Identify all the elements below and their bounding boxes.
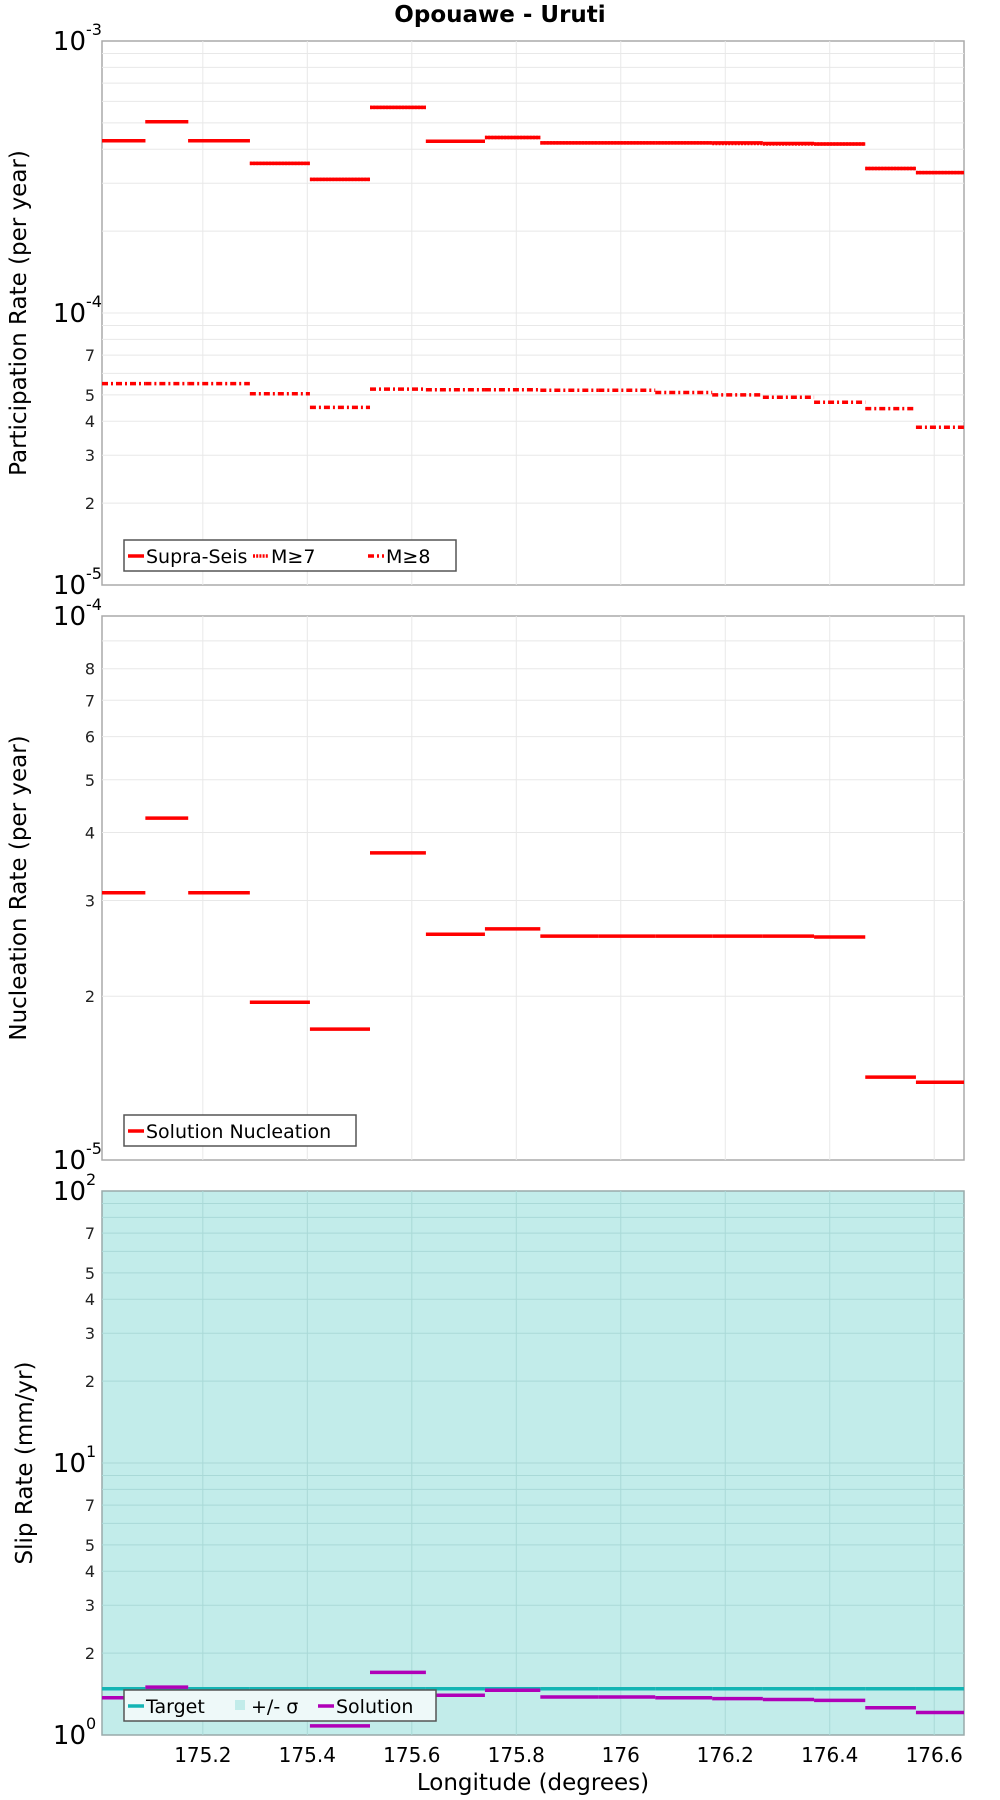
legend-label: Supra-Seis bbox=[146, 546, 247, 568]
y-tick-minor: 4 bbox=[85, 1290, 95, 1309]
y-tick-major: 10 bbox=[53, 1146, 86, 1176]
y-tick-exponent: 0 bbox=[86, 1714, 96, 1733]
y-axis-label: Participation Rate (per year) bbox=[6, 150, 32, 476]
y-tick-exponent: -4 bbox=[86, 292, 102, 311]
y-tick-minor: 2 bbox=[85, 1644, 95, 1663]
x-tick-label: 175.4 bbox=[279, 1743, 336, 1767]
x-tick-label: 176 bbox=[602, 1743, 640, 1767]
grid-lines bbox=[102, 1191, 964, 1735]
series-lines bbox=[102, 1670, 964, 1728]
legend: Supra-Seis M≥7 M≥8 bbox=[123, 539, 457, 572]
y-axis-label: Slip Rate (mm/yr) bbox=[12, 1362, 38, 1565]
legend-label: Solution Nucleation bbox=[146, 1121, 331, 1143]
legend-label: +/- σ bbox=[251, 1696, 298, 1718]
y-tick-major: 10 bbox=[53, 1177, 86, 1207]
y-tick-exponent: -4 bbox=[86, 595, 102, 614]
series-lines bbox=[102, 105, 964, 430]
y-tick-minor: 2 bbox=[85, 494, 95, 513]
y-tick-exponent: -5 bbox=[86, 564, 102, 583]
y-tick-major: 10 bbox=[53, 602, 86, 632]
legend-label: Solution bbox=[336, 1696, 413, 1718]
legend-box bbox=[123, 539, 457, 572]
y-tick-exponent: 2 bbox=[86, 1170, 96, 1189]
legend-label: Target bbox=[145, 1696, 205, 1718]
legend-swatch bbox=[235, 1700, 245, 1710]
y-tick-minor: 2 bbox=[85, 987, 95, 1006]
y-tick-minor: 5 bbox=[85, 1264, 95, 1283]
grid-lines bbox=[102, 616, 964, 1160]
chart-title: Opouawe - Uruti bbox=[394, 2, 605, 28]
y-tick-minor: 8 bbox=[85, 660, 95, 679]
x-tick-label: 176.2 bbox=[697, 1743, 754, 1767]
y-tick-minor: 3 bbox=[85, 1324, 95, 1343]
y-tick-minor: 3 bbox=[85, 1596, 95, 1615]
y-axis-label: Nucleation Rate (per year) bbox=[6, 735, 32, 1040]
y-tick-major: 10 bbox=[53, 299, 86, 329]
y-tick-exponent: -5 bbox=[86, 1139, 102, 1158]
y-tick-major: 10 bbox=[53, 571, 86, 601]
y-tick-minor: 3 bbox=[85, 891, 95, 910]
y-tick-minor: 7 bbox=[85, 1496, 95, 1515]
x-tick-label: 175.8 bbox=[488, 1743, 545, 1767]
legend-label: M≥8 bbox=[386, 546, 430, 568]
y-tick-major: 10 bbox=[53, 27, 86, 57]
y-tick-minor: 4 bbox=[85, 412, 95, 431]
y-tick-minor: 2 bbox=[85, 1372, 95, 1391]
y-tick-minor: 5 bbox=[85, 1536, 95, 1555]
x-tick-label: 175.2 bbox=[174, 1743, 231, 1767]
legend-box bbox=[123, 1114, 357, 1147]
x-tick-label: 176.6 bbox=[906, 1743, 963, 1767]
y-tick-minor: 5 bbox=[85, 771, 95, 790]
x-axis-label: Longitude (degrees) bbox=[417, 1770, 649, 1796]
y-tick-minor: 6 bbox=[85, 728, 95, 747]
x-tick-label: 175.6 bbox=[383, 1743, 440, 1767]
y-tick-minor: 4 bbox=[85, 1562, 95, 1581]
y-tick-minor: 3 bbox=[85, 446, 95, 465]
legend-box bbox=[123, 1689, 437, 1722]
y-tick-minor: 5 bbox=[85, 386, 95, 405]
y-tick-major: 10 bbox=[53, 1721, 86, 1751]
legend-label: M≥7 bbox=[271, 546, 315, 568]
y-tick-minor: 7 bbox=[85, 1224, 95, 1243]
x-axis-ticks: 175.2 175.4 175.6 175.8 176 176.2 176.4 176.6 bbox=[174, 1743, 963, 1767]
x-tick-label: 176.4 bbox=[801, 1743, 858, 1767]
y-tick-minor: 4 bbox=[85, 823, 95, 842]
y-tick-minor: 7 bbox=[85, 346, 95, 365]
legend: Solution Nucleation bbox=[123, 1114, 357, 1147]
plot-area bbox=[101, 615, 965, 1161]
series-lines bbox=[102, 816, 964, 1084]
y-tick-exponent: -3 bbox=[86, 20, 102, 39]
y-tick-major: 10 bbox=[53, 1449, 86, 1479]
y-tick-exponent: 1 bbox=[86, 1442, 96, 1461]
grid-lines bbox=[102, 41, 964, 585]
legend: Target +/- σ Solution bbox=[123, 1689, 437, 1722]
y-tick-minor: 7 bbox=[85, 691, 95, 710]
